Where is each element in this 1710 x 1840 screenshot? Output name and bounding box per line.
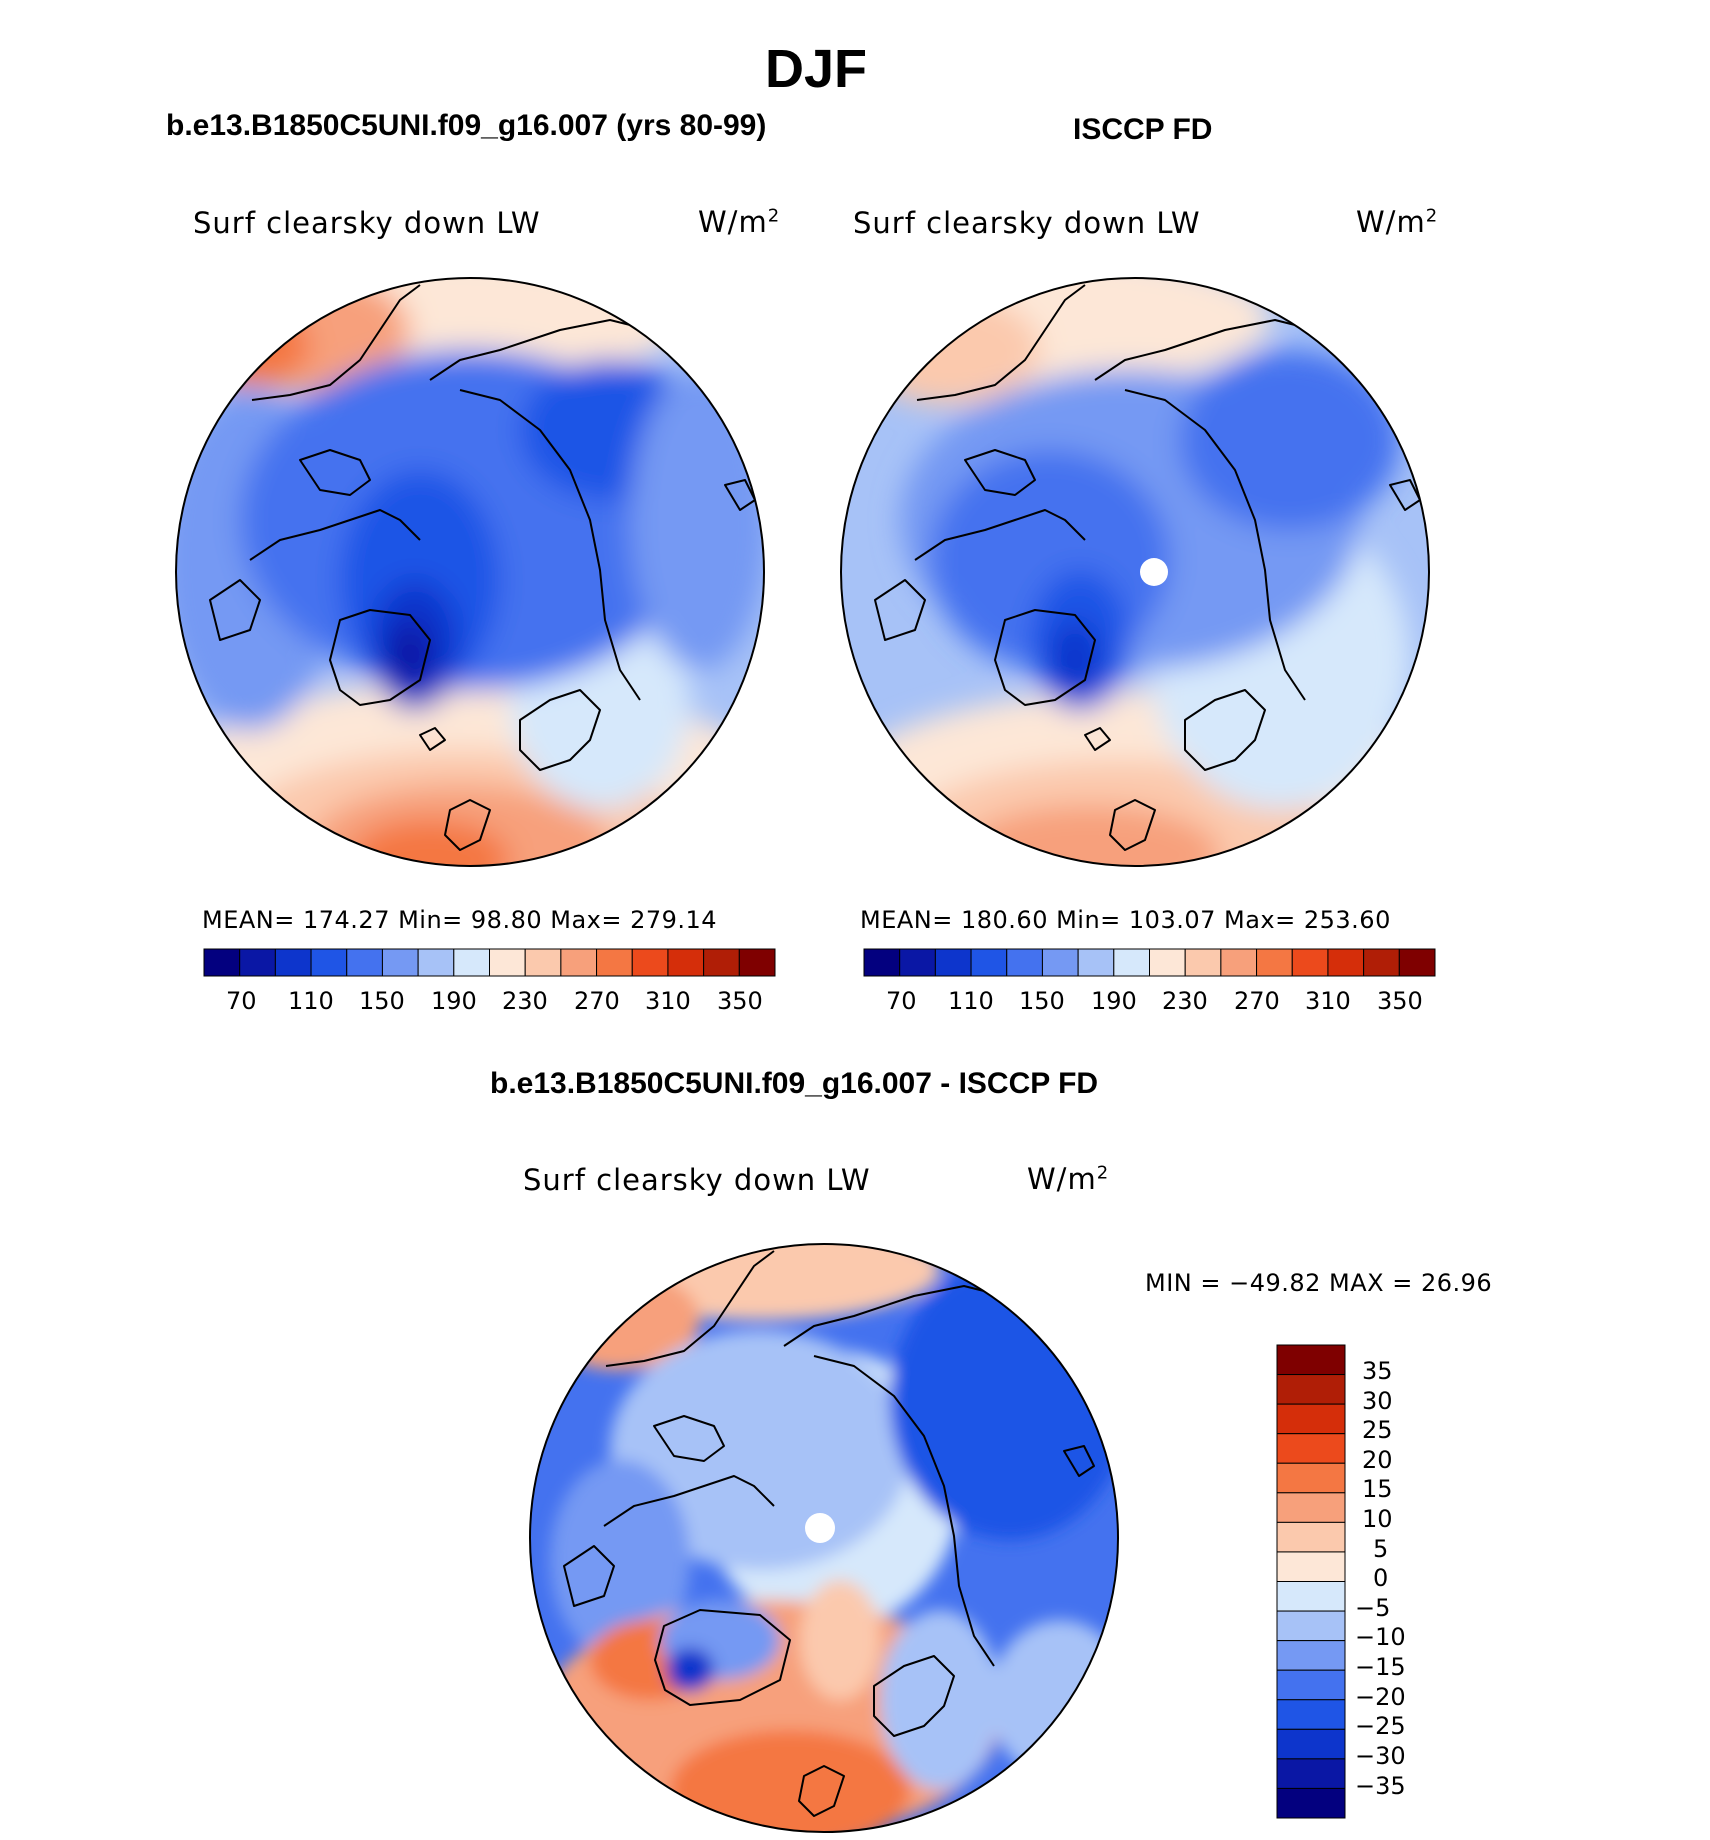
- colorbar-swatch: [667, 948, 705, 977]
- panel-2-units: W/m2: [1356, 205, 1439, 239]
- colorbar-swatch: [1276, 1403, 1346, 1435]
- cb1-tick: 110: [288, 987, 334, 1015]
- colorbar-swatch: [1276, 1462, 1346, 1494]
- colorbar-swatch: [596, 948, 633, 977]
- cb2-tick: 70: [886, 987, 917, 1015]
- cb2-tick: 150: [1019, 987, 1065, 1015]
- colorbar-swatch: [1291, 948, 1329, 977]
- cb2-tick: 310: [1305, 987, 1351, 1015]
- colorbar-swatch: [1184, 948, 1222, 977]
- panel-3-stats: MIN = −49.82 MAX = 26.96: [1145, 1269, 1493, 1297]
- cb1-tick: 150: [359, 987, 405, 1015]
- panel-2-map: [840, 277, 1430, 867]
- cb2-tick: 350: [1377, 987, 1423, 1015]
- cb2-tick: 270: [1234, 987, 1280, 1015]
- colorbar-swatch: [1276, 1728, 1346, 1760]
- colorbar-swatch: [1276, 1699, 1346, 1730]
- colorbar-swatch: [1276, 1758, 1346, 1789]
- colorbar-swatch: [524, 948, 562, 977]
- cb3-tick: 35: [1362, 1357, 1393, 1385]
- colorbar-swatch: [1363, 948, 1400, 977]
- colorbar-swatch: [1276, 1492, 1346, 1523]
- diff-map: [529, 1243, 1119, 1833]
- colorbar-swatch: [203, 948, 241, 977]
- colorbar-swatch: [899, 948, 936, 977]
- panel-3-units: W/m2: [1027, 1162, 1110, 1196]
- cb3-tick: 15: [1362, 1475, 1393, 1503]
- colorbar-swatch: [560, 948, 598, 977]
- colorbar-swatch: [1276, 1787, 1346, 1819]
- cb3-tick: 25: [1362, 1416, 1393, 1444]
- panel-1-units: W/m2: [698, 205, 781, 239]
- colorbar-swatch: [934, 948, 972, 977]
- panel-2-variable: Surf clearsky down LW: [853, 206, 1201, 240]
- colorbar-swatch: [1220, 948, 1258, 977]
- colorbar-swatch: [1113, 948, 1150, 977]
- panel-1-colorbar: [203, 948, 776, 977]
- cb1-tick: 310: [645, 987, 691, 1015]
- cb1-tick: 350: [717, 987, 763, 1015]
- cb1-tick: 270: [574, 987, 620, 1015]
- panel-2-case-title: ISCCP FD: [1073, 113, 1213, 146]
- season-title: DJF: [765, 39, 868, 99]
- colorbar-swatch: [1276, 1669, 1346, 1701]
- cb2-tick: 190: [1091, 987, 1137, 1015]
- colorbar-swatch: [1398, 948, 1436, 977]
- panel-2-colorbar: [863, 948, 1436, 977]
- colorbar-swatch: [1256, 948, 1293, 977]
- colorbar-swatch: [274, 948, 312, 977]
- cb2-tick: 230: [1162, 987, 1208, 1015]
- diff-colorbar: [1276, 1344, 1346, 1819]
- colorbar-swatch: [1276, 1344, 1346, 1376]
- cb3-tick: 30: [1362, 1387, 1393, 1415]
- colorbar-swatch: [1276, 1433, 1346, 1464]
- diff-title: b.e13.B1850C5UNI.f09_g16.007 - ISCCP FD: [490, 1067, 1099, 1100]
- panel-1-map: [175, 277, 765, 867]
- colorbar-swatch: [381, 948, 419, 977]
- colorbar-swatch: [346, 948, 383, 977]
- colorbar-swatch: [1149, 948, 1186, 977]
- colorbar-swatch: [1276, 1610, 1346, 1642]
- cb3-tick: −35: [1355, 1772, 1406, 1800]
- colorbar-swatch: [1276, 1521, 1346, 1553]
- colorbar-swatch: [489, 948, 526, 977]
- colorbar-swatch: [738, 948, 776, 977]
- colorbar-swatch: [970, 948, 1008, 977]
- colorbar-swatch: [1006, 948, 1043, 977]
- colorbar-swatch: [703, 948, 740, 977]
- cb3-tick: −25: [1355, 1712, 1406, 1740]
- cb1-tick: 230: [502, 987, 548, 1015]
- cb1-tick: 190: [431, 987, 477, 1015]
- colorbar-swatch: [1041, 948, 1079, 977]
- cb3-tick: −5: [1355, 1594, 1391, 1622]
- panel-1-variable: Surf clearsky down LW: [193, 206, 541, 240]
- colorbar-swatch: [417, 948, 455, 977]
- colorbar-swatch: [1276, 1640, 1346, 1671]
- colorbar-swatch: [239, 948, 276, 977]
- panel-2-stats: MEAN= 180.60 Min= 103.07 Max= 253.60: [860, 906, 1391, 934]
- colorbar-swatch: [1276, 1581, 1346, 1612]
- cb2-tick: 110: [948, 987, 994, 1015]
- panel-3-variable: Surf clearsky down LW: [523, 1163, 871, 1197]
- cb3-tick: −15: [1355, 1653, 1406, 1681]
- cb3-tick: −10: [1355, 1623, 1406, 1651]
- colorbar-swatch: [1077, 948, 1115, 977]
- cb3-tick: 20: [1362, 1446, 1393, 1474]
- cb3-tick: −30: [1355, 1742, 1406, 1770]
- colorbar-swatch: [310, 948, 348, 977]
- cb3-tick: 10: [1362, 1505, 1393, 1533]
- cb3-tick: 0: [1373, 1564, 1389, 1592]
- colorbar-swatch: [1327, 948, 1365, 977]
- colorbar-swatch: [1276, 1374, 1346, 1405]
- colorbar-swatch: [863, 948, 901, 977]
- colorbar-swatch: [453, 948, 490, 977]
- colorbar-swatch: [1276, 1551, 1346, 1582]
- cb3-tick: −20: [1355, 1683, 1406, 1711]
- panel-1-stats: MEAN= 174.27 Min= 98.80 Max= 279.14: [202, 906, 718, 934]
- colorbar-swatch: [631, 948, 669, 977]
- panel-1-case-title: b.e13.B1850C5UNI.f09_g16.007 (yrs 80-99): [166, 109, 767, 142]
- cb1-tick: 70: [226, 987, 257, 1015]
- cb3-tick: 5: [1373, 1535, 1389, 1563]
